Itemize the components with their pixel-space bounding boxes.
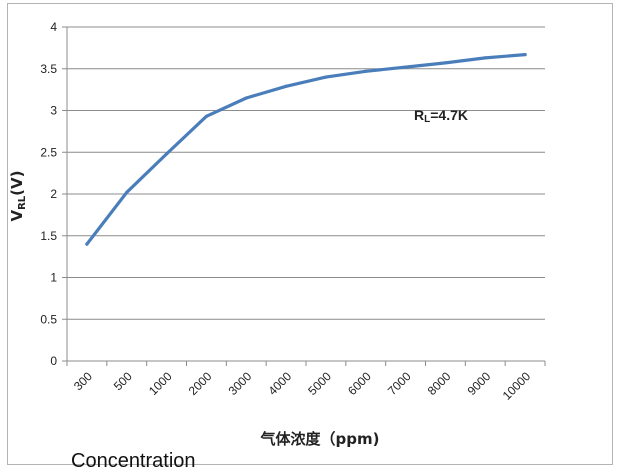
data-point: [164, 152, 169, 156]
x-tick-label: 500: [111, 369, 135, 393]
data-point: [244, 96, 248, 100]
y-tick-label: 3: [50, 104, 57, 118]
x-tick-label: 2000: [186, 369, 215, 398]
data-point: [483, 56, 487, 60]
x-tick-labels: 300 500 1000 2000 3000 4000 5000 6000 7000 8000 90…: [71, 369, 533, 403]
data-point: [443, 61, 448, 65]
y-axis-title-suffix: (V): [8, 170, 26, 195]
annotation-rest: =4.7K: [430, 107, 468, 123]
x-tick-label: 4000: [265, 369, 294, 398]
x-tick-label: 3000: [226, 369, 255, 398]
gridlines: [67, 26, 545, 320]
annotation-sub: L: [424, 114, 430, 125]
data-point: [284, 84, 288, 88]
x-tick-label: 8000: [425, 369, 454, 398]
x-tick-label: 10000: [500, 369, 534, 403]
y-axis-title-sub: RL: [17, 195, 28, 210]
x-tick-label: 7000: [385, 369, 414, 398]
resistance-annotation: RL=4.7K: [414, 107, 468, 125]
data-point: [324, 75, 328, 79]
data-point: [403, 65, 408, 69]
y-axis-title-main: V: [8, 210, 26, 222]
x-tick-label: 300: [71, 369, 95, 393]
caption-text: Concentration: [71, 450, 196, 472]
y-tick-label: 1.5: [40, 229, 57, 243]
y-tick-label: 1: [50, 271, 57, 285]
y-tick-label: 2.5: [40, 145, 57, 159]
y-tick-label: 0.5: [40, 312, 57, 326]
data-point: [364, 69, 368, 73]
y-tick-label: 4: [50, 20, 57, 34]
data-point: [85, 242, 89, 246]
data-point: [125, 190, 129, 194]
x-tick-label: 9000: [465, 369, 494, 398]
data-point: [204, 114, 209, 118]
y-tick-labels: 0 0.5 1 1.5 2 2.5 3 3.5 4: [40, 20, 57, 368]
y-tick-label: 0: [50, 354, 57, 368]
y-axis-title: VRL(V): [8, 170, 28, 221]
x-tick-label: 5000: [305, 369, 334, 398]
series-line: [85, 52, 527, 246]
annotation-main: R: [414, 107, 424, 123]
y-tick-label: 3.5: [40, 62, 57, 76]
data-point: [523, 52, 527, 57]
x-tick-label: 6000: [345, 369, 374, 398]
y-tick-label: 2: [50, 187, 57, 201]
x-axis-title: 气体浓度（ppm): [260, 430, 380, 448]
axes: [62, 26, 546, 366]
series: [85, 52, 527, 246]
x-tick-label: 1000: [146, 369, 175, 398]
